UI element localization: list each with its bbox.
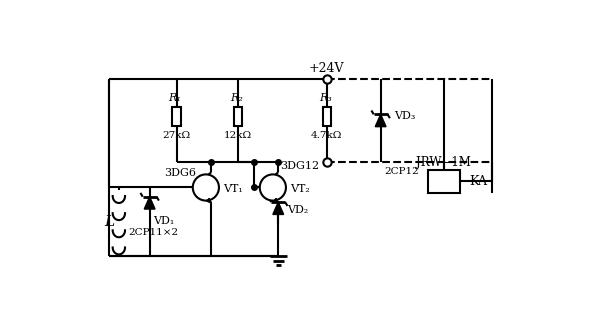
Polygon shape bbox=[273, 202, 284, 214]
Text: R₃: R₃ bbox=[319, 93, 332, 103]
Text: +24V: +24V bbox=[309, 63, 344, 75]
Polygon shape bbox=[274, 198, 278, 203]
Text: 3DG6: 3DG6 bbox=[164, 168, 196, 178]
Text: JRW−1M: JRW−1M bbox=[416, 156, 471, 168]
Text: 4.7kΩ: 4.7kΩ bbox=[311, 131, 343, 140]
Circle shape bbox=[193, 174, 219, 201]
Bar bbox=[428, 170, 460, 193]
Text: 12kΩ: 12kΩ bbox=[224, 131, 252, 140]
Text: 2CP12: 2CP12 bbox=[385, 167, 419, 176]
Polygon shape bbox=[206, 198, 211, 203]
Bar bbox=[234, 108, 242, 126]
Text: R₁: R₁ bbox=[169, 93, 181, 103]
Text: VT₂: VT₂ bbox=[290, 184, 310, 194]
Text: 27kΩ: 27kΩ bbox=[163, 131, 191, 140]
Bar bbox=[323, 108, 331, 126]
Circle shape bbox=[260, 174, 286, 201]
Text: KA: KA bbox=[469, 175, 487, 188]
Text: R₂: R₂ bbox=[230, 93, 243, 103]
Text: 2CP11×2: 2CP11×2 bbox=[128, 228, 178, 237]
Text: L: L bbox=[104, 215, 114, 229]
Polygon shape bbox=[375, 114, 386, 127]
Text: VD₁: VD₁ bbox=[154, 216, 175, 226]
Bar bbox=[172, 108, 181, 126]
Text: VD₃: VD₃ bbox=[395, 111, 416, 121]
Text: VD₂: VD₂ bbox=[287, 205, 309, 215]
Text: 3DG12: 3DG12 bbox=[281, 161, 320, 171]
Text: VT₁: VT₁ bbox=[223, 184, 242, 194]
Polygon shape bbox=[144, 197, 155, 209]
